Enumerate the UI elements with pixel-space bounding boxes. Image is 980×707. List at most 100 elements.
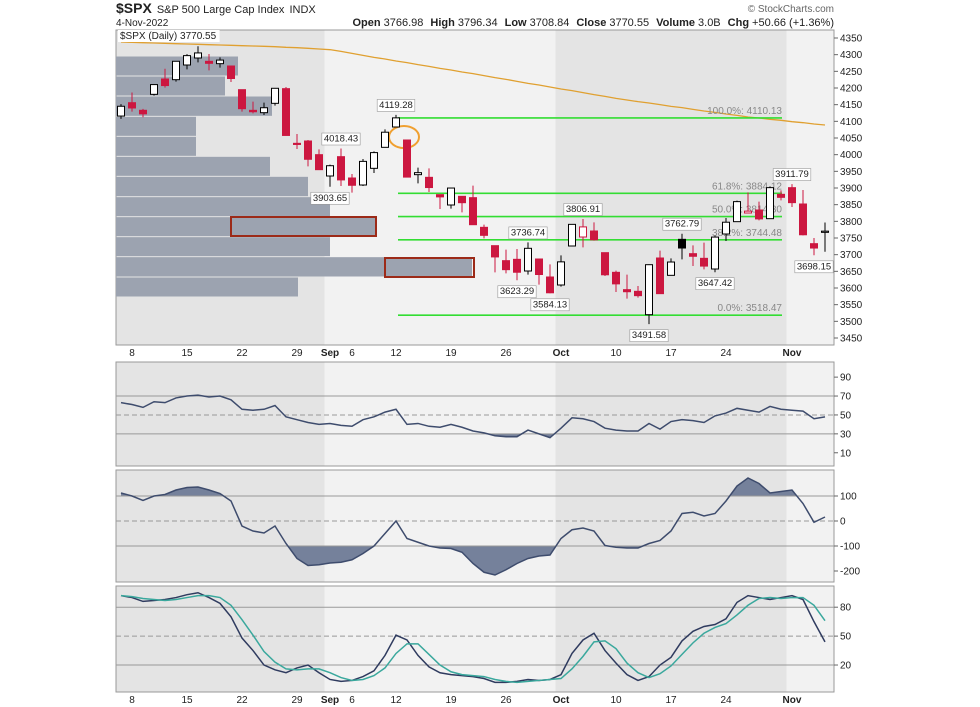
candle-body xyxy=(183,55,191,66)
x-tick-label: 15 xyxy=(181,695,193,706)
candle-body xyxy=(524,247,532,272)
x-tick-label: 12 xyxy=(390,695,402,706)
y-tick-label: 10 xyxy=(840,448,852,459)
oversold-fill xyxy=(121,546,825,575)
y-tick-label: 3900 xyxy=(840,184,863,195)
price-label-box xyxy=(695,277,735,290)
x-tick-label: 8 xyxy=(129,695,135,706)
price-label: 4119.28 xyxy=(379,100,413,111)
x-tick-label: Sep xyxy=(321,695,339,706)
price-label: 3698.15 xyxy=(797,261,831,272)
candle-body xyxy=(238,89,246,110)
price-label: 3647.42 xyxy=(698,278,732,289)
quote-value: 3796.34 xyxy=(458,17,498,29)
y-tick-label: 4150 xyxy=(840,100,863,111)
volume-by-price-bar xyxy=(116,197,330,217)
candle-body xyxy=(513,258,521,273)
volume-by-price-bar xyxy=(116,217,375,237)
price-label: 3762.79 xyxy=(665,219,699,230)
volume-by-price-bar xyxy=(116,136,196,156)
y-tick-label: 4000 xyxy=(840,150,863,161)
candle-body xyxy=(172,60,180,81)
candle-body xyxy=(634,290,642,297)
x-tick-label: 22 xyxy=(236,348,248,359)
month-band xyxy=(324,362,556,466)
candle-body xyxy=(656,257,664,295)
credit: © StockCharts.com xyxy=(748,4,834,15)
x-tick-label: 22 xyxy=(236,695,248,706)
x-tick-label: Nov xyxy=(783,695,802,706)
price-label: 3903.65 xyxy=(313,193,347,204)
x-tick-label: 6 xyxy=(349,695,355,706)
y-tick-label: 4300 xyxy=(840,50,863,61)
candle-body xyxy=(502,260,510,271)
quote-label: Volume xyxy=(656,17,695,29)
y-tick-label: 80 xyxy=(840,603,852,614)
month-band xyxy=(555,586,787,692)
candle-body xyxy=(139,109,147,115)
candle-body xyxy=(348,177,356,186)
y-tick-label: 3950 xyxy=(840,167,863,178)
highlight-box xyxy=(384,257,475,278)
y-tick-label: 50 xyxy=(840,410,852,421)
candle-body xyxy=(612,271,620,285)
candle-body xyxy=(579,226,587,238)
month-band xyxy=(786,470,834,582)
price-label-box xyxy=(563,203,603,216)
price-label-box xyxy=(629,329,669,342)
price-label: 3806.91 xyxy=(566,204,600,215)
y-tick-label: 70 xyxy=(840,392,852,403)
y-tick-label: 4050 xyxy=(840,134,863,145)
quote-value: +50.66 (+1.36%) xyxy=(752,17,834,29)
x-tick-label: 10 xyxy=(610,695,622,706)
x-tick-label: Oct xyxy=(553,695,570,706)
candle-body xyxy=(381,131,389,148)
candle-body xyxy=(304,140,312,160)
subtitle: S&P 500 Large Cap Index xyxy=(157,4,285,16)
month-band xyxy=(786,362,834,466)
candle-body xyxy=(194,52,202,59)
price-label: 3623.29 xyxy=(500,286,534,297)
candle-body xyxy=(117,105,125,117)
x-tick-label: 24 xyxy=(720,695,732,706)
date: 4-Nov-2022 xyxy=(116,18,169,29)
x-tick-label: 10 xyxy=(610,348,622,359)
x-tick-label: 26 xyxy=(500,695,512,706)
candle-body xyxy=(788,187,796,204)
candle-body xyxy=(414,172,422,176)
month-band xyxy=(324,470,556,582)
y-tick-label: 90 xyxy=(840,373,852,384)
candle-body xyxy=(447,187,455,206)
x-tick-label: 19 xyxy=(445,348,457,359)
y-tick-label: 4250 xyxy=(840,67,863,78)
candle-body xyxy=(249,109,257,113)
candle-body xyxy=(623,289,631,293)
candle-body xyxy=(315,154,323,171)
price-label-box xyxy=(508,226,548,240)
y-tick-label: 3550 xyxy=(840,300,863,311)
month-band xyxy=(324,586,556,692)
fibonacci-label: 0.0%: 3518.47 xyxy=(718,303,783,314)
y-tick-label: 4350 xyxy=(840,34,863,45)
legend-box xyxy=(118,30,220,42)
candle-body xyxy=(293,142,301,145)
volume-by-price-bar xyxy=(116,96,272,116)
price-label: 3584.13 xyxy=(533,299,567,310)
y-tick-label: 3700 xyxy=(840,250,863,261)
y-tick-label: -100 xyxy=(840,542,860,553)
volume-by-price-bar xyxy=(116,237,330,257)
month-band xyxy=(116,586,325,692)
candle-body xyxy=(403,139,411,178)
month-band xyxy=(116,470,325,582)
x-tick-label: 15 xyxy=(181,348,193,359)
exchange: INDX xyxy=(289,4,316,16)
candle-body xyxy=(733,201,741,223)
price-label-box xyxy=(662,217,702,231)
x-tick-label: 6 xyxy=(349,348,355,359)
y-tick-label: 0 xyxy=(840,517,846,528)
quote-value: 3.0B xyxy=(698,17,721,29)
volume-by-price-bar xyxy=(116,116,196,136)
candle-body xyxy=(337,156,345,181)
price-label-box xyxy=(497,285,537,299)
